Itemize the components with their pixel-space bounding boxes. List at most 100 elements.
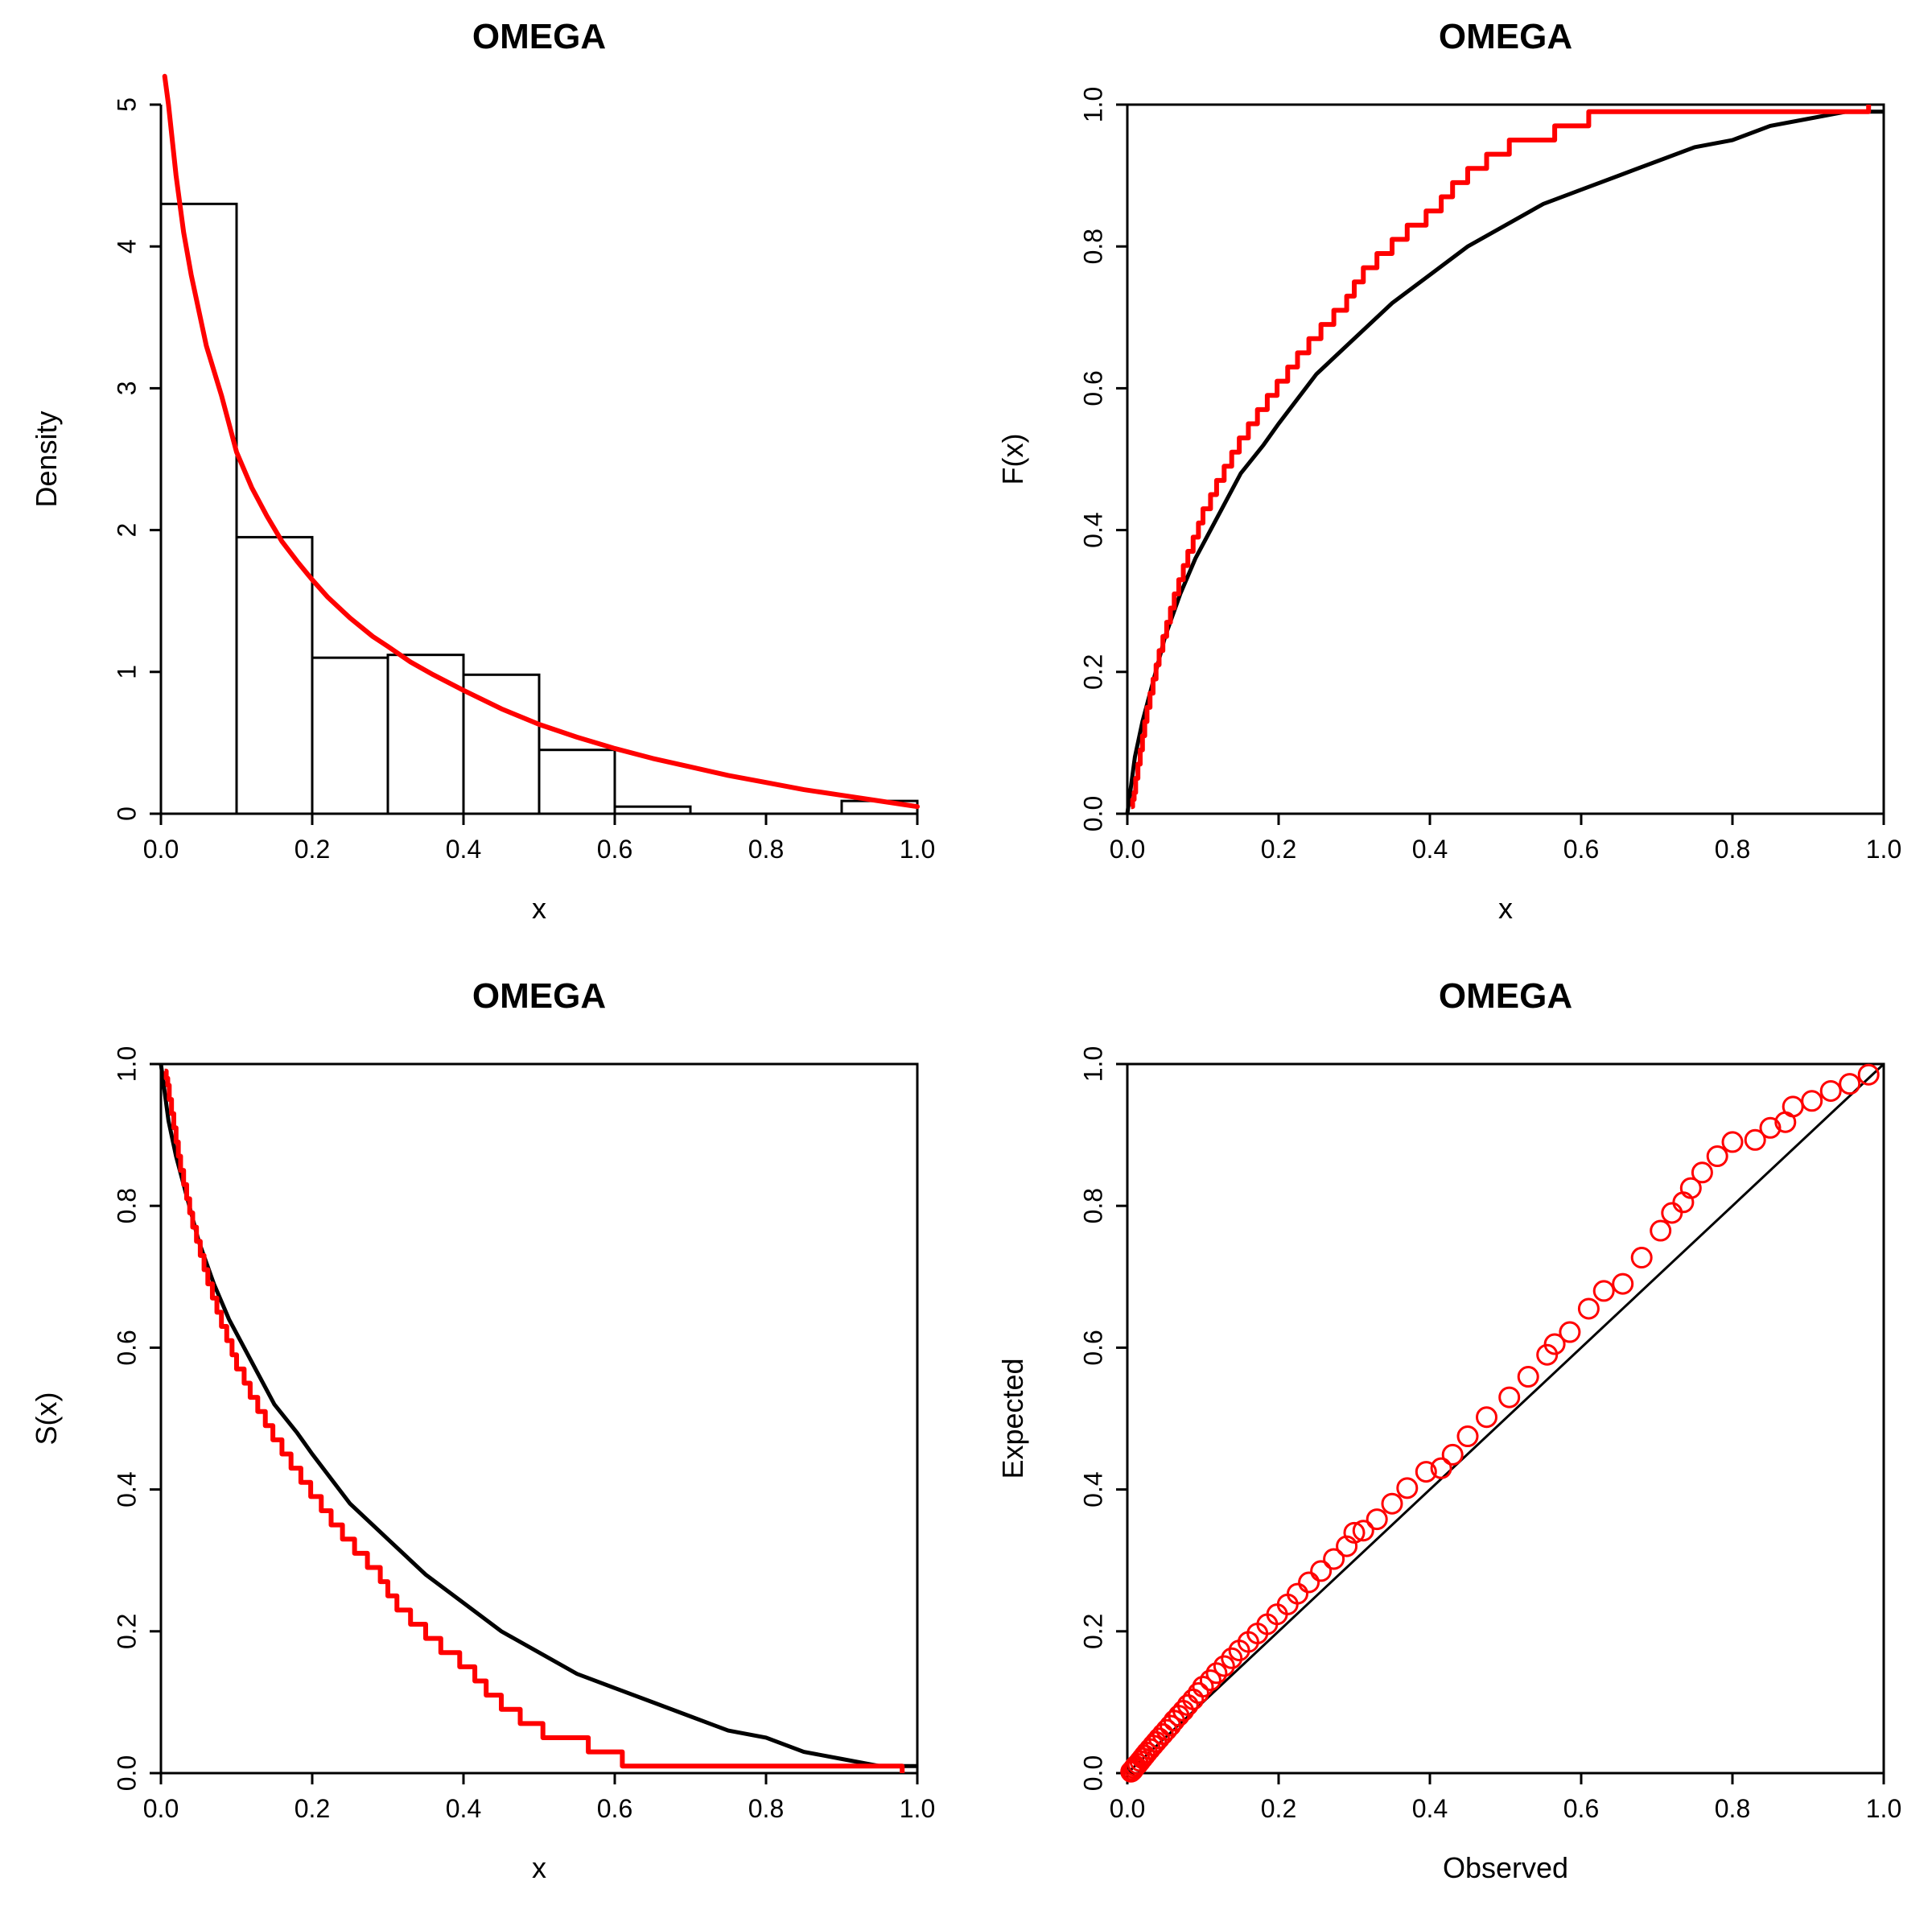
- panel-qq: OMEGA0.00.20.40.60.81.00.00.20.40.60.81.…: [966, 959, 1932, 1918]
- empirical-cdf: [1131, 105, 1868, 806]
- histogram-bar: [539, 750, 615, 814]
- svg-text:0.2: 0.2: [1078, 654, 1107, 690]
- x-tick-label: 0.8: [748, 835, 784, 864]
- chart-title: OMEGA: [472, 976, 606, 1016]
- x-tick-label: 1.0: [1865, 1794, 1901, 1823]
- histogram-bar: [161, 204, 237, 814]
- y-tick-label: 0.8: [1078, 229, 1107, 264]
- svg-text:0.0: 0.0: [1078, 1755, 1107, 1790]
- chart-title: OMEGA: [1438, 976, 1572, 1016]
- svg-text:0.0: 0.0: [112, 1755, 141, 1790]
- qq-point: [1662, 1203, 1681, 1223]
- qq-point: [1188, 1683, 1208, 1702]
- x-tick-label: 1.0: [1865, 835, 1901, 864]
- empirical-survival: [165, 1070, 902, 1772]
- svg-text:0.8: 0.8: [1078, 1187, 1107, 1223]
- y-axis-label: Expected: [996, 1358, 1029, 1479]
- x-tick-label: 0.4: [446, 835, 481, 864]
- qq-point: [1632, 1248, 1651, 1267]
- qq-point: [1382, 1494, 1402, 1513]
- x-axis-label: x: [532, 892, 546, 925]
- y-tick-label: 0.0: [112, 1755, 141, 1790]
- svg-text:1.0: 1.0: [1078, 87, 1107, 122]
- qq-point: [1579, 1298, 1598, 1318]
- y-tick-label: 2: [112, 523, 141, 538]
- y-tick-label: 0.2: [112, 1613, 141, 1648]
- plot-box: [161, 1064, 917, 1773]
- chart-title: OMEGA: [472, 17, 606, 56]
- svg-text:2: 2: [112, 523, 141, 538]
- x-tick-label: 0.4: [446, 1794, 481, 1823]
- qq-point: [1499, 1388, 1518, 1407]
- y-tick-label: 0.4: [112, 1471, 141, 1507]
- svg-text:4: 4: [112, 239, 141, 254]
- svg-text:0.2: 0.2: [112, 1613, 141, 1648]
- plot-box: [1127, 105, 1884, 814]
- y-axis-label: Density: [30, 410, 63, 507]
- qq-point: [1707, 1146, 1727, 1165]
- qq-point: [1859, 1065, 1878, 1084]
- x-tick-label: 0.6: [597, 1794, 632, 1823]
- qq-point: [1559, 1322, 1579, 1342]
- x-tick-label: 0.4: [1411, 1794, 1447, 1823]
- theoretical-cdf: [1127, 112, 1884, 814]
- qq-reference-line: [1127, 1064, 1884, 1773]
- x-axis-label: Observed: [1442, 1851, 1567, 1884]
- svg-text:0.4: 0.4: [1078, 512, 1107, 547]
- chart-grid: OMEGA0.00.20.40.60.81.0012345xDensity OM…: [0, 0, 1932, 1918]
- y-tick-label: 5: [112, 97, 141, 112]
- svg-text:S(x): S(x): [30, 1392, 63, 1445]
- qq-point: [1594, 1281, 1613, 1300]
- y-tick-label: 4: [112, 239, 141, 254]
- qq-point: [1397, 1478, 1416, 1497]
- qq-point: [1299, 1573, 1318, 1592]
- svg-text:0.8: 0.8: [112, 1187, 141, 1223]
- y-tick-label: 0.2: [1078, 654, 1107, 690]
- qq-point: [1723, 1132, 1742, 1151]
- x-tick-label: 0.0: [143, 835, 179, 864]
- y-tick-label: 0.6: [1078, 370, 1107, 406]
- y-tick-label: 1.0: [112, 1046, 141, 1081]
- x-tick-label: 0.0: [143, 1794, 179, 1823]
- qq-point: [1650, 1221, 1670, 1240]
- y-tick-label: 3: [112, 382, 141, 396]
- x-tick-label: 0.2: [1260, 1794, 1296, 1823]
- y-tick-label: 1.0: [1078, 87, 1107, 122]
- x-tick-label: 0.6: [1563, 835, 1598, 864]
- x-tick-label: 0.8: [1714, 835, 1749, 864]
- x-tick-label: 0.2: [1260, 835, 1296, 864]
- chart-title: OMEGA: [1438, 17, 1572, 56]
- x-axis-label: x: [532, 1851, 546, 1884]
- panel-survival: OMEGA0.00.20.40.60.81.00.00.20.40.60.81.…: [0, 959, 966, 1918]
- svg-text:0.4: 0.4: [112, 1471, 141, 1507]
- svg-text:0.0: 0.0: [1078, 796, 1107, 831]
- qq-point: [1821, 1081, 1840, 1100]
- x-tick-label: 0.4: [1411, 835, 1447, 864]
- y-axis-label: F(x): [996, 434, 1029, 485]
- qq-point: [1783, 1096, 1802, 1116]
- svg-text:F(x): F(x): [996, 434, 1029, 485]
- x-tick-label: 0.2: [295, 835, 330, 864]
- y-tick-label: 0.0: [1078, 796, 1107, 831]
- y-tick-label: 0.0: [1078, 1755, 1107, 1790]
- qq-point: [1458, 1426, 1477, 1446]
- qq-point: [1477, 1407, 1496, 1426]
- y-tick-label: 0.4: [1078, 1471, 1107, 1507]
- y-tick-label: 0.6: [112, 1330, 141, 1365]
- svg-text:Expected: Expected: [996, 1358, 1029, 1479]
- x-axis-label: x: [1498, 892, 1513, 925]
- histogram-bar: [615, 806, 690, 814]
- svg-text:5: 5: [112, 97, 141, 112]
- svg-text:0.4: 0.4: [1078, 1471, 1107, 1507]
- svg-text:3: 3: [112, 382, 141, 396]
- svg-text:0.8: 0.8: [1078, 229, 1107, 264]
- y-tick-label: 0.2: [1078, 1613, 1107, 1648]
- x-tick-label: 0.8: [1714, 1794, 1749, 1823]
- qq-point: [1367, 1509, 1386, 1528]
- qq-point: [1802, 1091, 1821, 1110]
- y-tick-label: 0.6: [1078, 1330, 1107, 1365]
- x-tick-label: 1.0: [900, 1794, 935, 1823]
- qq-point: [1692, 1162, 1712, 1182]
- y-tick-label: 0.8: [112, 1187, 141, 1223]
- x-tick-label: 1.0: [900, 835, 935, 864]
